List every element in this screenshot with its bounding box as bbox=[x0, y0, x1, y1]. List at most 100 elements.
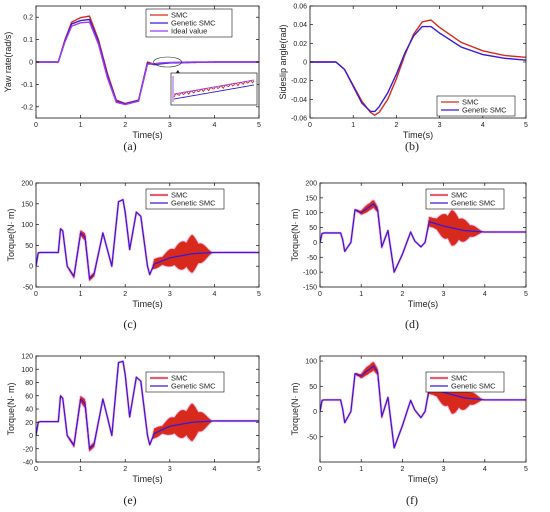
y-tick-label: 50 bbox=[309, 384, 317, 391]
y-tick-label: -100 bbox=[303, 270, 317, 277]
chart-panel-d: 0 1 2 3 4 5 -150 -100 -50 0 50 100 150 200 Time(s) Torq… bbox=[290, 181, 528, 332]
y-axis-label: Sideslip angle(rad) bbox=[278, 24, 288, 99]
x-tick-label: 1 bbox=[79, 466, 83, 473]
legend-entry: SMC bbox=[451, 191, 468, 200]
panel-label: (d) bbox=[405, 317, 419, 331]
x-tick-label: 0 bbox=[34, 466, 38, 473]
x-axis-label: Time(s) bbox=[132, 130, 162, 140]
x-tick-label: 4 bbox=[483, 466, 487, 473]
panel-label: (a) bbox=[123, 139, 136, 153]
y-axis-label: Torque(N· m) bbox=[6, 382, 16, 435]
x-tick-label: 5 bbox=[257, 122, 261, 129]
zoom-ellipse bbox=[153, 56, 182, 68]
x-tick-label: 3 bbox=[438, 122, 442, 129]
legend-entry: SMC bbox=[451, 374, 468, 383]
x-tick-label: 3 bbox=[168, 291, 172, 298]
series-group bbox=[36, 15, 259, 106]
legend-entry: Genetic SMC bbox=[171, 382, 216, 391]
legend-entry: Genetic SMC bbox=[451, 199, 496, 208]
legend-entry: Genetic SMC bbox=[451, 382, 496, 391]
x-tick-label: 4 bbox=[212, 466, 216, 473]
y-tick-label: 200 bbox=[305, 181, 317, 188]
zoom-line bbox=[173, 79, 255, 95]
x-tick-label: 3 bbox=[442, 291, 446, 298]
y-tick-label: -40 bbox=[23, 460, 33, 467]
y-tick-label: 120 bbox=[21, 354, 33, 361]
y-tick-label: -20 bbox=[23, 446, 33, 453]
series-line-c-1 bbox=[36, 198, 259, 280]
x-tick-label: 5 bbox=[524, 466, 528, 473]
y-axis-label: Yaw rate(rad/s) bbox=[3, 32, 13, 93]
legend-entry: Genetic SMC bbox=[171, 19, 216, 28]
x-axis-label: Time(s) bbox=[408, 474, 438, 484]
x-tick-label: 4 bbox=[481, 122, 485, 129]
series-group bbox=[320, 361, 526, 450]
x-tick-label: 3 bbox=[168, 466, 172, 473]
y-tick-label: 150 bbox=[305, 195, 317, 202]
legend-entry: Ideal value bbox=[171, 27, 207, 36]
y-tick-label: 60 bbox=[25, 393, 33, 400]
y-tick-label: 40 bbox=[25, 407, 33, 414]
legend-entry: SMC bbox=[171, 374, 188, 383]
zoom-line bbox=[173, 84, 255, 100]
series-line-b-1 bbox=[310, 25, 526, 113]
x-tick-label: 0 bbox=[318, 466, 322, 473]
y-tick-label: 20 bbox=[25, 420, 33, 427]
chart-panel-f: 0 1 2 3 4 5 -50 0 50 100 Time(s) Torque(N· m) (f) SMC… bbox=[290, 355, 528, 507]
y-tick-label: 0 bbox=[29, 60, 33, 67]
y-axis-label: Torque(N· m) bbox=[290, 208, 300, 261]
y-axis-label: Torque(N· m) bbox=[6, 208, 16, 261]
x-tick-label: 2 bbox=[400, 466, 404, 473]
y-tick-label: 0 bbox=[303, 60, 307, 67]
x-tick-label: 1 bbox=[359, 466, 363, 473]
chart-panel-b: 0 1 2 3 4 5 -0.06 -0.04 -0.02 0 0.02 0.04 0.06 Time(s… bbox=[278, 4, 528, 154]
y-tick-label: -0.2 bbox=[21, 104, 33, 111]
legend-entry: SMC bbox=[171, 191, 188, 200]
zoom-inset bbox=[153, 56, 258, 106]
legend-entry: SMC bbox=[171, 11, 188, 20]
x-tick-label: 5 bbox=[257, 291, 261, 298]
y-tick-label: 0.02 bbox=[293, 41, 307, 48]
x-tick-label: 1 bbox=[351, 122, 355, 129]
x-axis-label: Time(s) bbox=[132, 474, 162, 484]
x-tick-label: 2 bbox=[394, 122, 398, 129]
x-tick-label: 3 bbox=[168, 122, 172, 129]
y-tick-label: 150 bbox=[21, 201, 33, 208]
y-tick-label: 80 bbox=[25, 380, 33, 387]
y-tick-label: 200 bbox=[21, 181, 33, 188]
axes-frame bbox=[319, 355, 527, 463]
x-tick-label: 2 bbox=[123, 291, 127, 298]
x-tick-label: 1 bbox=[79, 122, 83, 129]
series-group bbox=[310, 19, 526, 116]
x-tick-label: 0 bbox=[34, 122, 38, 129]
series-line-a-2 bbox=[36, 21, 259, 106]
x-tick-label: 0 bbox=[308, 122, 312, 129]
series-line-f-1 bbox=[320, 365, 526, 449]
y-tick-label: 100 bbox=[305, 210, 317, 217]
x-tick-label: 4 bbox=[483, 291, 487, 298]
x-tick-label: 5 bbox=[257, 466, 261, 473]
x-tick-label: 4 bbox=[212, 291, 216, 298]
legend-entry: SMC bbox=[462, 98, 479, 107]
y-tick-label: -0.06 bbox=[291, 116, 307, 123]
x-tick-label: 1 bbox=[359, 291, 363, 298]
y-tick-label: 0.04 bbox=[293, 22, 307, 29]
panel-label: (e) bbox=[123, 493, 136, 507]
x-tick-label: 5 bbox=[524, 122, 528, 129]
y-tick-label: 100 bbox=[305, 359, 317, 366]
x-tick-label: 5 bbox=[524, 291, 528, 298]
y-tick-label: 0 bbox=[313, 409, 317, 416]
series-group bbox=[36, 198, 259, 282]
y-tick-label: -150 bbox=[303, 285, 317, 292]
series-line-d-1 bbox=[320, 203, 526, 273]
chart-panel-a: 0 1 2 3 4 5 -0.2 -0.1 0 0.1 0.2 Time(s) Yaw rate(rad… bbox=[3, 5, 261, 153]
y-axis-label: Torque(N· m) bbox=[290, 382, 300, 435]
legend-box bbox=[436, 95, 516, 117]
y-tick-label: 0 bbox=[313, 240, 317, 247]
